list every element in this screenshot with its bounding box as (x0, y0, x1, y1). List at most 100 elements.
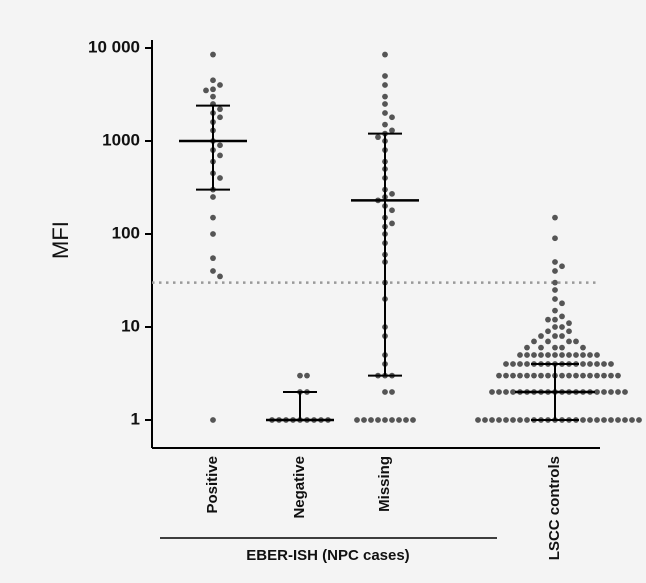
data-point (552, 268, 558, 274)
data-point (217, 273, 223, 280)
data-point (601, 372, 607, 379)
data-point (580, 344, 586, 351)
data-point (573, 338, 579, 345)
data-point (210, 268, 216, 274)
data-point (210, 51, 216, 58)
data-point (559, 352, 565, 358)
data-point (573, 352, 579, 358)
data-point (382, 51, 388, 58)
data-point (615, 389, 621, 395)
data-point (608, 361, 614, 367)
data-point (489, 389, 495, 395)
data-point (545, 352, 551, 358)
data-point (361, 417, 367, 423)
data-point (389, 220, 395, 227)
data-point (552, 316, 558, 323)
data-point (210, 77, 216, 84)
data-point (217, 114, 223, 121)
category-label: LSCC controls (546, 456, 563, 560)
data-point (552, 352, 558, 358)
data-point (531, 338, 537, 345)
data-point (510, 372, 516, 379)
data-point (552, 324, 558, 330)
data-point (601, 417, 607, 423)
data-point (524, 417, 530, 423)
data-point (580, 417, 586, 423)
data-point (559, 344, 565, 351)
data-point (503, 372, 509, 379)
data-point (496, 389, 502, 395)
data-point (475, 417, 481, 423)
data-point (587, 361, 593, 367)
data-point (524, 361, 530, 367)
data-point (559, 300, 565, 307)
data-point (489, 417, 495, 423)
data-point (496, 372, 502, 379)
data-point (538, 344, 544, 351)
y-tick-label: 10 000 (88, 37, 140, 56)
data-point (382, 110, 388, 116)
data-point (580, 372, 586, 379)
y-tick-label: 100 (112, 223, 140, 242)
data-point (510, 417, 516, 423)
data-point (210, 231, 216, 237)
data-point (210, 214, 216, 221)
data-point (622, 389, 628, 395)
data-point (354, 417, 360, 423)
data-point (601, 389, 607, 395)
data-point (524, 352, 530, 358)
data-point (587, 417, 593, 423)
data-point (382, 417, 388, 423)
data-point (615, 417, 621, 423)
data-point (210, 194, 216, 200)
data-point (210, 86, 216, 93)
data-point (559, 324, 565, 330)
data-point (517, 361, 523, 367)
data-point (594, 361, 600, 367)
data-point (510, 389, 516, 395)
y-tick-label: 1 (131, 409, 140, 428)
data-point (531, 352, 537, 358)
y-tick-label: 1000 (102, 130, 140, 149)
data-point (524, 372, 530, 379)
data-point (203, 87, 209, 94)
data-point (552, 344, 558, 351)
y-axis-label: MFI (48, 221, 73, 259)
data-point (552, 259, 558, 265)
data-point (622, 417, 628, 423)
data-point (552, 333, 558, 339)
data-point (566, 338, 572, 345)
data-point (217, 82, 223, 88)
data-point (389, 127, 395, 134)
data-point (608, 389, 614, 395)
data-point (503, 361, 509, 367)
data-point (389, 389, 395, 395)
data-point (217, 152, 223, 159)
data-point (566, 352, 572, 358)
data-point (217, 142, 223, 149)
data-point (545, 328, 551, 335)
data-point (517, 372, 523, 379)
data-point (594, 417, 600, 423)
data-point (552, 296, 558, 302)
data-point (559, 333, 565, 339)
data-point (375, 417, 381, 423)
data-point (545, 338, 551, 345)
data-point (503, 417, 509, 423)
data-point (594, 389, 600, 395)
data-point (382, 121, 388, 128)
data-point (382, 101, 388, 107)
data-point (389, 207, 395, 214)
data-point (566, 328, 572, 335)
data-point (382, 82, 388, 88)
data-point (510, 361, 516, 367)
data-point (389, 417, 395, 423)
data-point (482, 417, 488, 423)
data-point (297, 372, 303, 379)
data-point (580, 361, 586, 367)
data-point (608, 372, 614, 379)
data-point (217, 175, 223, 181)
data-point (566, 320, 572, 327)
